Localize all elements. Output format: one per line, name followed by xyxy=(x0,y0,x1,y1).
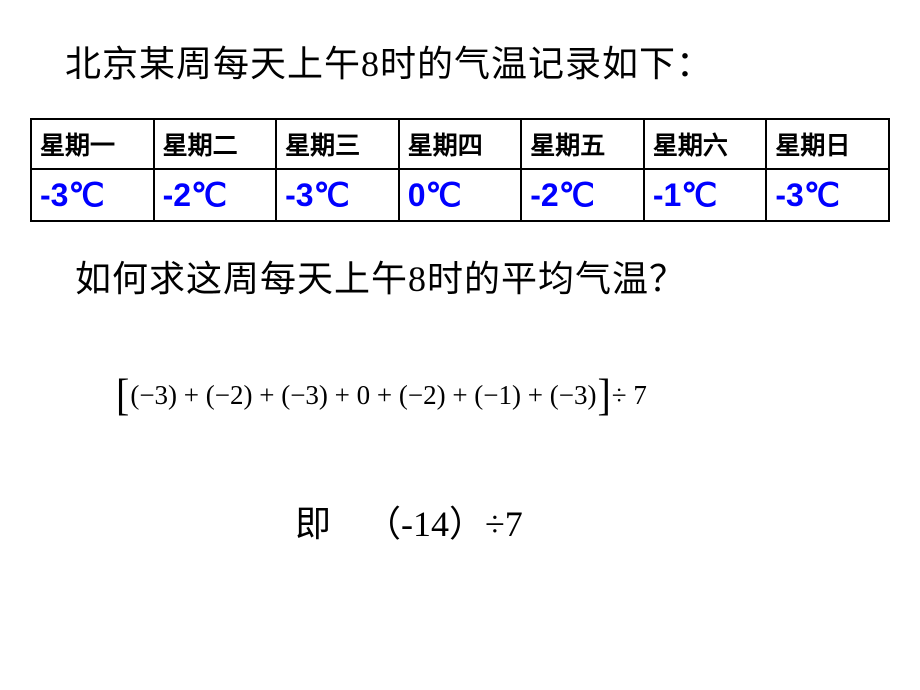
col-header: 星期三 xyxy=(276,119,399,169)
temperature-table: 星期一 星期二 星期三 星期四 星期五 星期六 星期日 -3℃ -2℃ -3℃ … xyxy=(30,118,890,222)
left-bracket-icon: [ xyxy=(116,373,129,417)
table-row: -3℃ -2℃ -3℃ 0℃ -2℃ -1℃ -3℃ xyxy=(31,169,889,221)
temp-cell: -3℃ xyxy=(766,169,889,221)
page-title: 北京某周每天上午8时的气温记录如下： xyxy=(65,35,713,87)
question-text: 如何求这周每天上午8时的平均气温？ xyxy=(75,250,686,302)
temp-cell: -3℃ xyxy=(276,169,399,221)
calculation-formula: [ (−3) + (−2) + (−3) + 0 + (−2) + (−1) +… xyxy=(115,375,647,415)
temp-cell: -2℃ xyxy=(154,169,277,221)
result-label: 即 xyxy=(295,504,331,544)
col-header: 星期一 xyxy=(31,119,154,169)
right-bracket-icon: ] xyxy=(597,373,610,417)
formula-body: (−3) + (−2) + (−3) + 0 + (−2) + (−1) + (… xyxy=(130,380,596,411)
col-header: 星期日 xyxy=(766,119,889,169)
temp-cell: -2℃ xyxy=(521,169,644,221)
table-header-row: 星期一 星期二 星期三 星期四 星期五 星期六 星期日 xyxy=(31,119,889,169)
result-line: 即 （-14）÷7 xyxy=(295,495,523,547)
temp-cell: -1℃ xyxy=(644,169,767,221)
result-expression: （-14）÷7 xyxy=(365,504,523,544)
formula-suffix: ÷ 7 xyxy=(612,380,647,411)
col-header: 星期六 xyxy=(644,119,767,169)
col-header: 星期四 xyxy=(399,119,522,169)
col-header: 星期二 xyxy=(154,119,277,169)
temp-cell: -3℃ xyxy=(31,169,154,221)
temp-cell: 0℃ xyxy=(399,169,522,221)
col-header: 星期五 xyxy=(521,119,644,169)
